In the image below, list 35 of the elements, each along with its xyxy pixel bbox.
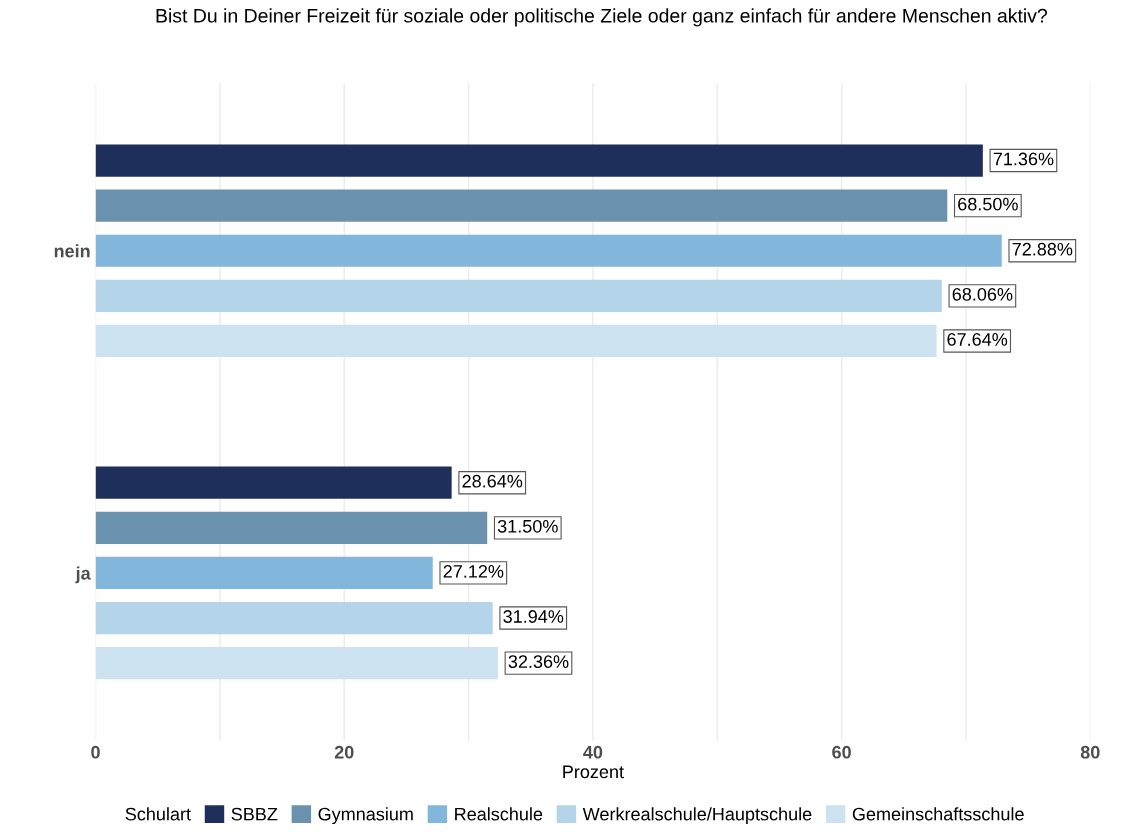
legend-title: Schulart [125,807,191,821]
bar [95,647,498,680]
data-label: 68.06% [952,287,1013,301]
data-label: 68.50% [958,197,1018,211]
data-label: 71.36% [993,152,1054,166]
x-tick-label: 0 [91,745,100,759]
x-tick-label: 20 [334,745,354,759]
bar [95,234,1002,267]
data-label: 31.50% [497,519,558,533]
data-label: 31.94% [503,610,564,623]
bar [95,144,983,177]
data-label: 72.88% [1012,242,1073,256]
x-tick-label: 60 [832,745,851,759]
legend-label: Gemeinschaftsschule [852,807,1024,821]
bar [95,601,493,635]
x-axis-title: Prozent [563,765,624,779]
bar [95,324,937,358]
data-label: 28.64% [462,474,523,488]
bar [95,511,488,544]
data-label: 67.64% [947,333,1008,346]
y-tick-label: nein [54,244,90,258]
chart-title: Bist Du in Deiner Freizeit für soziale oder politische Ziele oder ganz einfach für andere Menschen aktiv? [156,8,1048,27]
legend-label: Gymnasium [318,807,413,825]
data-label: 32.36% [508,655,569,668]
bar [95,466,452,499]
bar [95,556,433,590]
data-label: 27.12% [443,565,504,578]
x-tick-label: 40 [583,745,603,759]
legend-label: SBBZ [231,807,278,821]
legend-label: Werkrealschule/Hauptschule [582,807,812,825]
bar [95,279,942,312]
x-tick-label: 80 [1080,745,1100,759]
y-tick-label: ja [75,566,91,584]
legend-label: Realschule [455,807,543,821]
bar [95,189,948,222]
